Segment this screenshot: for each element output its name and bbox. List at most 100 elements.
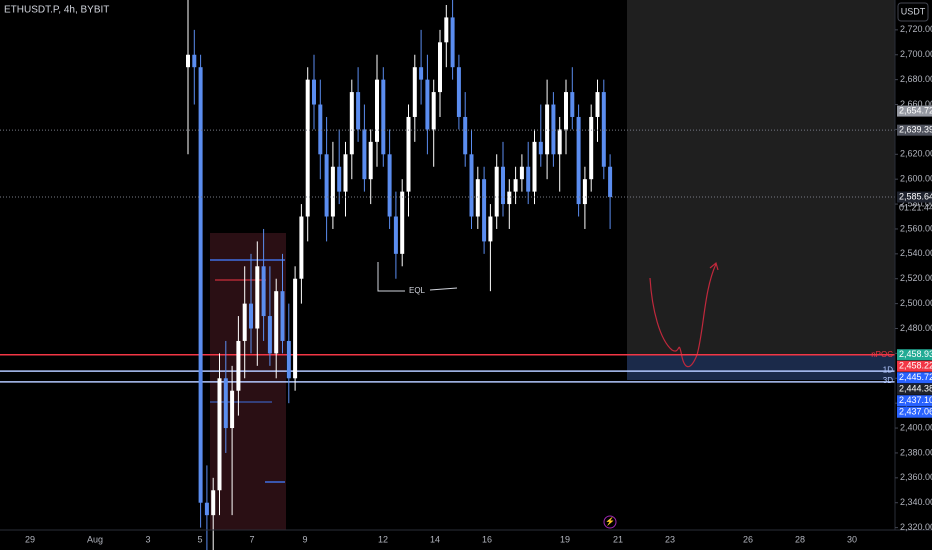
- candle-body: [305, 79, 310, 217]
- candle-body: [337, 166, 342, 192]
- candle-body: [431, 92, 436, 130]
- candle-body: [186, 54, 190, 68]
- candle-body: [608, 166, 613, 198]
- candle-body: [551, 104, 556, 155]
- price-tag-label: 2,639.39: [899, 125, 932, 135]
- price-tag-label: 2,445.72: [899, 372, 932, 382]
- drawing-arrow: [649, 261, 719, 368]
- candle-body: [463, 116, 468, 155]
- candle-body: [576, 116, 581, 205]
- price-axis: [895, 0, 932, 550]
- level-label: nPOC: [871, 350, 893, 359]
- price-tag: [897, 124, 932, 136]
- candle-body: [538, 141, 543, 155]
- x-tick-label: Aug: [87, 534, 103, 544]
- price-tag: [897, 349, 932, 361]
- candle-body: [204, 502, 209, 516]
- candle-body: [312, 79, 316, 105]
- y-tick-label: 2,560.00: [900, 223, 932, 233]
- candle-body: [589, 116, 594, 180]
- candle-body: [475, 179, 480, 217]
- event-icon[interactable]: [603, 515, 617, 529]
- candle-body: [230, 390, 235, 429]
- candle-body: [513, 179, 518, 192]
- candle-body: [595, 92, 600, 117]
- price-tag: [897, 191, 932, 203]
- forecast-zone: [627, 0, 895, 380]
- candle-body: [412, 67, 417, 117]
- candle-body: [456, 67, 461, 117]
- price-tag-label: 2,585.64: [899, 191, 932, 201]
- x-tick-label: 5: [197, 534, 202, 544]
- x-tick-label: 29: [25, 534, 35, 544]
- candle-body: [400, 191, 405, 254]
- candle-body: [274, 291, 279, 354]
- candle-body: [532, 141, 537, 192]
- x-tick-label: 16: [482, 534, 492, 544]
- candle-body: [255, 266, 260, 329]
- candle-body: [438, 42, 442, 93]
- candle-body: [330, 166, 335, 217]
- price-tag: [897, 105, 932, 117]
- candle-body: [223, 378, 228, 429]
- candle-body: [211, 490, 216, 516]
- x-tick-label: 19: [560, 534, 570, 544]
- level-label: 1D: [883, 365, 893, 374]
- x-tick-label: 9: [302, 534, 307, 544]
- price-tag: [897, 360, 932, 372]
- candle-body: [526, 166, 531, 192]
- y-tick-label: 2,320.00: [900, 522, 932, 532]
- candle-body: [507, 191, 512, 205]
- candle-body: [425, 79, 430, 130]
- y-tick-label: 2,520.00: [900, 273, 932, 283]
- candle-body: [299, 216, 304, 279]
- candle-body: [318, 104, 323, 155]
- event-icon-glyph[interactable]: ⚡: [605, 516, 615, 526]
- price-tag-label: 2,444.38: [899, 384, 932, 394]
- y-tick-label: 2,500.00: [900, 298, 932, 308]
- y-tick-label: 2,360.00: [900, 472, 932, 482]
- candle-body: [242, 303, 247, 341]
- x-tick-label: 28: [795, 534, 805, 544]
- candle-body: [557, 129, 562, 155]
- y-tick-label: 2,720.00: [900, 24, 932, 34]
- target-zone: [627, 355, 895, 380]
- candle-body: [469, 154, 474, 217]
- candle-body: [217, 378, 222, 491]
- candle-body: [267, 316, 272, 354]
- candle-body: [362, 129, 367, 180]
- level-label: 3D: [883, 376, 893, 385]
- candle-body: [198, 67, 203, 503]
- candle-body: [381, 79, 386, 155]
- y-tick-label: 2,680.00: [900, 74, 932, 84]
- x-tick-label: 21: [613, 534, 623, 544]
- candle-body: [419, 67, 424, 80]
- candle-body: [261, 266, 266, 317]
- y-tick-label: 2,340.00: [900, 497, 932, 507]
- candle-body: [570, 92, 575, 117]
- y-tick-label: 2,400.00: [900, 422, 932, 432]
- candle-body: [236, 340, 241, 391]
- y-tick-label: 2,580.00: [900, 198, 932, 208]
- y-tick-label: 2,480.00: [900, 323, 932, 333]
- price-tag: [897, 372, 932, 384]
- currency[interactable]: USDT: [901, 6, 926, 16]
- x-tick-label: 7: [249, 534, 254, 544]
- candle-body: [280, 291, 285, 341]
- candle-body: [368, 141, 373, 180]
- candle-body: [450, 17, 455, 68]
- candle-body: [601, 92, 606, 167]
- countdown: 01:21:44: [899, 202, 932, 212]
- candle-body: [375, 79, 379, 142]
- price-tag-label: 2,458.93: [899, 349, 932, 359]
- eql-line: [377, 262, 405, 292]
- price-tag: [897, 395, 932, 407]
- candle-body: [501, 166, 505, 205]
- price-tag-label: 2,458.22: [899, 361, 932, 371]
- x-tick-label: 26: [743, 534, 753, 544]
- candle-body: [293, 278, 298, 379]
- price-tag: [897, 383, 932, 395]
- candle-body: [387, 154, 392, 217]
- y-tick-label: 2,380.00: [900, 447, 932, 457]
- currency-button[interactable]: [897, 2, 929, 22]
